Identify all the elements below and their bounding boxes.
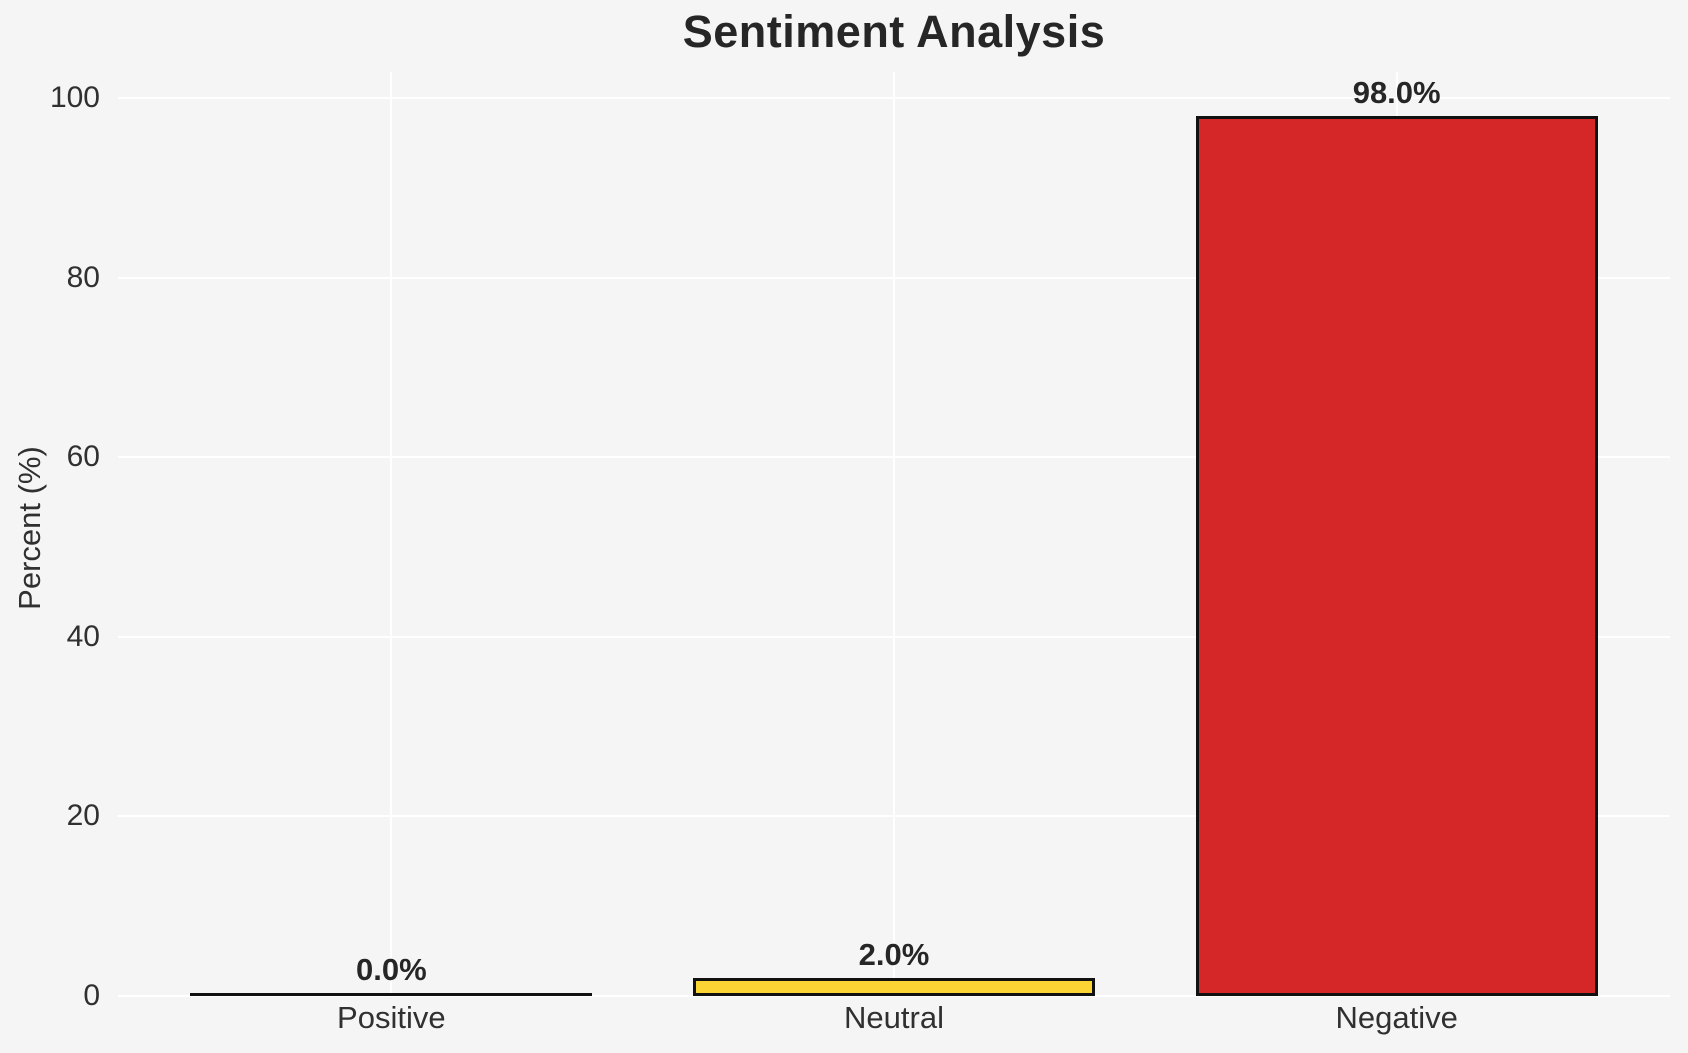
- y-tick-label: 100: [49, 81, 100, 115]
- bar-positive: [190, 993, 592, 996]
- y-tick-label: 0: [83, 979, 100, 1012]
- gridline-vertical: [390, 72, 393, 996]
- gridline-vertical: [893, 72, 895, 996]
- plot-area: [118, 72, 1670, 997]
- bar-neutral: [693, 978, 1095, 996]
- x-category-label: Negative: [1335, 1000, 1458, 1035]
- bar-value-label: 98.0%: [1352, 75, 1441, 110]
- bar-negative: [1196, 116, 1598, 996]
- bar-value-label: 2.0%: [858, 937, 930, 972]
- chart-title: Sentiment Analysis: [682, 6, 1106, 57]
- y-tick-label: 40: [66, 619, 100, 653]
- bar-value-label: 0.0%: [355, 952, 427, 987]
- y-tick-label: 60: [66, 440, 100, 474]
- gridline-horizontal: [118, 995, 1670, 997]
- x-category-label: Positive: [337, 1000, 446, 1035]
- y-tick-label: 80: [66, 260, 100, 294]
- x-category-label: Neutral: [844, 1000, 944, 1035]
- y-tick-label: 20: [66, 799, 100, 833]
